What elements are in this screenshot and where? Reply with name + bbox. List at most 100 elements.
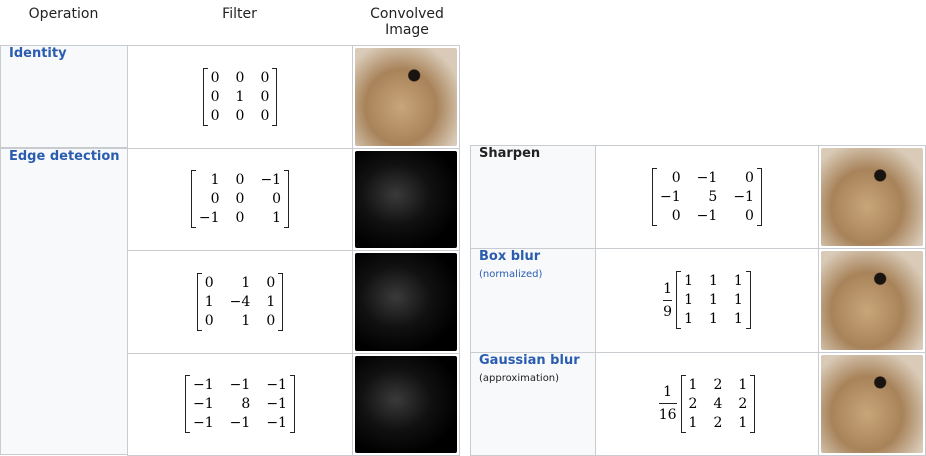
matrix-entry: 1 [260,210,281,226]
matrix-entry: −1 [193,415,214,431]
matrix-entry: 0 [260,89,269,105]
matrix-entry: 1 [738,377,747,393]
matrix-entry: −1 [266,415,287,431]
matrix-entry: 1 [689,377,698,393]
bracket-right [750,375,755,433]
convolved-image [355,356,457,454]
matrix-entry: 0 [260,70,269,86]
matrix-entry: −4 [230,294,251,310]
matrix-entry: −1 [266,377,287,393]
convolved-image [355,48,457,146]
matrix-entry: 2 [713,415,722,431]
matrix-entry: 0 [733,170,754,186]
image-cell [818,248,926,352]
matrix-entry: 0 [199,191,220,207]
matrix-entry: −1 [230,377,251,393]
matrix-entry: −1 [697,170,718,186]
convolved-image [821,251,923,349]
operation-note: (approximation) [479,373,559,384]
matrix-entry: 8 [230,396,251,412]
matrix-entry: −1 [260,172,281,188]
matrix-entry: 1 [734,273,743,289]
bracket-right [290,375,295,433]
matrix-entry: 0 [236,210,245,226]
matrix-entry: 0 [205,275,214,291]
matrix-entry: 0 [236,70,245,86]
fraction-denominator: 9 [663,304,672,320]
matrix-entry: 0 [211,108,220,124]
matrix-entry: 5 [697,189,718,205]
matrix-entry: 0 [660,208,681,224]
header-filter: Filter [127,6,352,22]
image-cell [352,148,460,252]
matrix-entry: 1 [709,273,718,289]
matrix-entry: 0 [211,89,220,105]
matrix-entry: 0 [205,313,214,329]
matrix-entry: −1 [660,189,681,205]
matrix-entry: 1 [689,415,698,431]
bracket-right [278,273,283,331]
fraction-numerator: 1 [663,281,672,297]
matrix-entry: 1 [734,311,743,327]
convolved-image [821,355,923,453]
matrix-entry: 1 [684,273,693,289]
matrix-entry: 1 [684,292,693,308]
operation-link: Box blur [479,249,540,264]
matrix-entry: 1 [734,292,743,308]
matrix-entry: 1 [230,275,251,291]
bracket-right [757,168,762,226]
operation-note: (normalized) [479,269,542,280]
matrix-entry: 0 [236,172,245,188]
fraction-numerator: 1 [663,384,672,400]
fraction-bar [659,403,677,404]
matrix-entry: 0 [236,108,245,124]
matrix-entry: 1 [684,311,693,327]
image-cell [352,250,460,354]
header-operation: Operation [0,6,127,22]
matrix-entry: −1 [266,396,287,412]
matrix-entry: 1 [709,311,718,327]
matrix-entry: 0 [660,170,681,186]
convolved-image [821,148,923,246]
header-image: Convolved Image [362,6,452,38]
image-cell [818,352,926,456]
matrix-entry: 0 [266,275,275,291]
bracket-right [272,68,277,126]
matrix-entry: −1 [199,210,220,226]
operation-cell: Gaussian blur(approximation) [470,352,596,456]
matrix-entry: −1 [230,415,251,431]
matrix-entry: 0 [236,191,245,207]
matrix-entry: 1 [709,292,718,308]
bracket-right [284,170,289,228]
matrix-entry: 0 [211,70,220,86]
image-cell [818,145,926,249]
fraction-bar [663,300,672,301]
matrix-entry: −1 [193,396,214,412]
image-cell [352,45,460,149]
image-cell [352,353,460,456]
page: Operation Filter Convolved Image (() => … [0,0,926,455]
matrix-entry: −1 [733,189,754,205]
matrix-entry: −1 [697,208,718,224]
operation-cell: Sharpen [470,145,596,249]
matrix-entry: 1 [738,415,747,431]
operation-cell: Box blur (normalized) [470,248,596,352]
matrix-entry: 1 [199,172,220,188]
